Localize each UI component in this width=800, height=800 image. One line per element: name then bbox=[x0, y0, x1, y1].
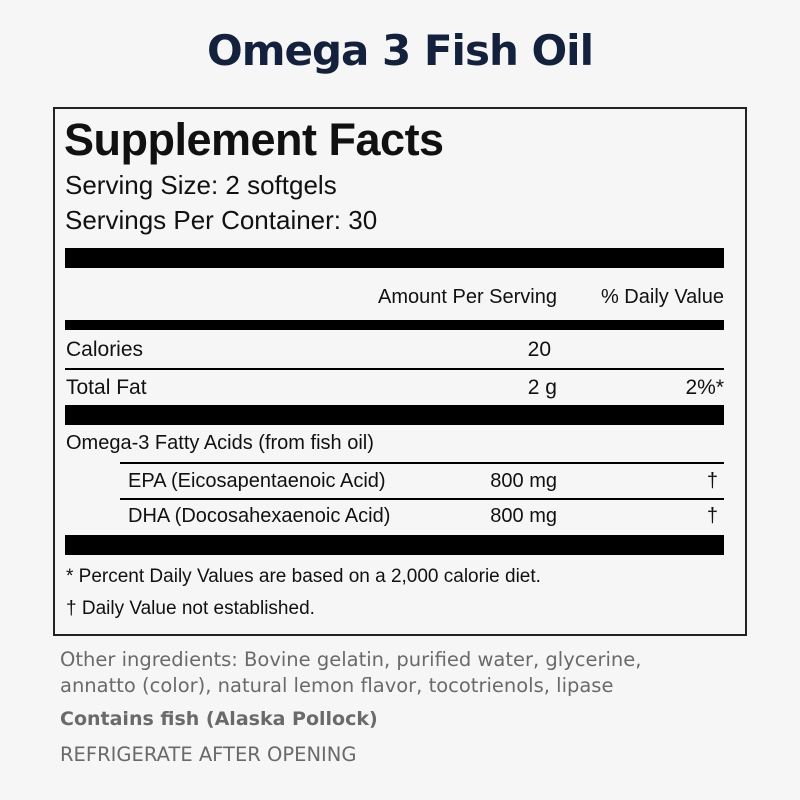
divider-thick bbox=[65, 535, 724, 555]
column-header-daily-value: % Daily Value bbox=[600, 286, 724, 308]
facts-heading: Supplement Facts bbox=[64, 114, 444, 165]
row-dha-name: DHA (Docosahexaenoic Acid) bbox=[128, 505, 391, 527]
row-epa-amount: 800 mg bbox=[490, 470, 557, 492]
footnote-daily-values: * Percent Daily Values are based on a 2,… bbox=[66, 566, 541, 587]
serving-size: Serving Size: 2 softgels bbox=[65, 170, 337, 200]
row-omega3-name: Omega-3 Fatty Acids (from fish oil) bbox=[66, 432, 374, 454]
row-total-fat-amount: 2 g bbox=[527, 376, 557, 399]
allergen-statement: Contains fish (Alaska Pollock) bbox=[60, 708, 378, 730]
row-epa-name: EPA (Eicosapentaenoic Acid) bbox=[128, 470, 386, 492]
divider-thick bbox=[65, 405, 724, 425]
row-epa-dv: † bbox=[706, 470, 718, 492]
divider-medium bbox=[65, 320, 724, 330]
product-title: Omega 3 Fish Oil bbox=[207, 26, 594, 75]
divider-thin bbox=[65, 368, 724, 370]
column-header-amount: Amount Per Serving bbox=[378, 286, 557, 308]
row-total-fat-dv: 2%* bbox=[685, 376, 724, 399]
row-total-fat-name: Total Fat bbox=[66, 376, 147, 399]
other-ingredients: Other ingredients: Bovine gelatin, purif… bbox=[60, 648, 642, 671]
row-calories-name: Calories bbox=[66, 338, 144, 361]
footnote-not-established: † Daily Value not established. bbox=[66, 598, 315, 619]
divider-thin bbox=[120, 462, 724, 464]
row-calories-amount: 20 bbox=[527, 338, 551, 361]
row-dha-dv: † bbox=[706, 505, 718, 527]
row-dha-amount: 800 mg bbox=[490, 505, 557, 527]
supplement-facts-panel bbox=[53, 107, 747, 636]
servings-per-container: Servings Per Container: 30 bbox=[65, 205, 378, 235]
divider-thick bbox=[65, 248, 724, 268]
storage-instruction: REFRIGERATE AFTER OPENING bbox=[60, 743, 357, 766]
divider-thin bbox=[120, 498, 724, 500]
other-ingredients-cont: annatto (color), natural lemon flavor, t… bbox=[60, 674, 614, 697]
